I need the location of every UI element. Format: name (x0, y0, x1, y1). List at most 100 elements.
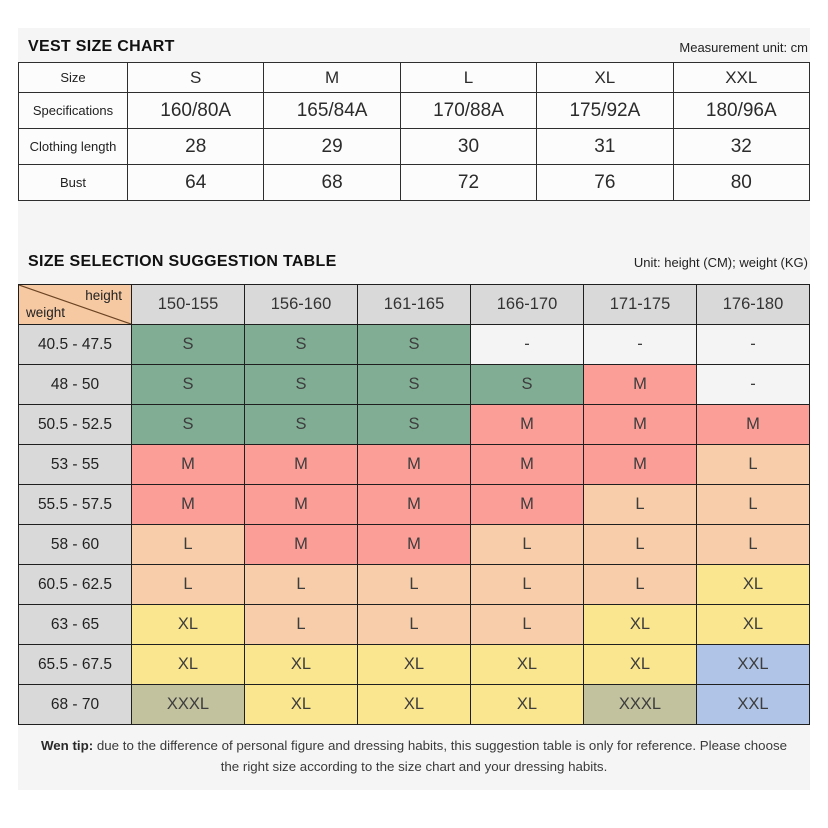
suggested-size-cell: XL (583, 644, 697, 685)
weight-range-label: 68 - 70 (18, 684, 132, 725)
suggested-size-cell: L (583, 484, 697, 525)
suggested-size-cell: XL (244, 644, 358, 685)
suggested-size-cell: - (696, 324, 810, 365)
size-chart-cell: 72 (399, 164, 538, 201)
suggested-size-cell: M (244, 444, 358, 485)
corner-height-weight-cell: height weight (18, 284, 132, 325)
suggested-size-cell: M (244, 484, 358, 525)
suggested-size-cell: M (470, 484, 584, 525)
reference-tip: Wen tip: due to the difference of person… (18, 736, 810, 777)
suggested-size-cell: M (131, 444, 245, 485)
size-chart-cell: M (263, 62, 401, 93)
suggestion-table-head-row: height weight 150-155 156-160 161-165 166-1… (18, 284, 810, 325)
suggestion-table-body: 40.5 - 47.5 S S S - - -48 - 50 S S S S M -50.5 - 52.… (18, 324, 810, 725)
size-chart-row: Clothing length 28 29 30 31 32 (18, 128, 811, 165)
suggested-size-cell: XL (470, 644, 584, 685)
weight-range-label: 50.5 - 52.5 (18, 404, 132, 445)
suggested-size-cell: L (696, 444, 810, 485)
suggested-size-cell: L (583, 524, 697, 565)
suggestion-row: 48 - 50 S S S S M - (18, 364, 810, 405)
vest-size-chart-title: VEST SIZE CHART (28, 38, 175, 55)
suggested-size-cell: XXL (696, 684, 810, 725)
weight-range-label: 58 - 60 (18, 524, 132, 565)
size-chart-cell: 68 (263, 164, 401, 201)
size-chart-cell: 28 (126, 128, 265, 165)
size-chart-row-label: Bust (18, 164, 128, 201)
suggested-size-cell: - (470, 324, 584, 365)
suggested-size-cell: M (583, 364, 697, 405)
suggestion-row: 60.5 - 62.5 L L L L L XL (18, 564, 810, 605)
size-chart-cell: L (399, 62, 538, 93)
weight-range-label: 60.5 - 62.5 (18, 564, 132, 605)
suggested-size-cell: S (244, 324, 358, 365)
size-chart-cell: 175/92A (536, 92, 674, 129)
suggested-size-cell: L (696, 524, 810, 565)
suggested-size-cell: L (470, 564, 584, 605)
size-chart-cell: 165/84A (263, 92, 401, 129)
suggested-size-cell: M (470, 444, 584, 485)
size-guide-panel: VEST SIZE CHART Measurement unit: cm Siz… (18, 28, 811, 790)
size-chart-row-label: Clothing length (18, 128, 128, 165)
size-chart-cell: 180/96A (672, 92, 811, 129)
size-chart-row: Specifications 160/80A 165/84A 170/88A 175/9… (18, 92, 811, 129)
weight-range-label: 63 - 65 (18, 604, 132, 645)
size-chart-row-label: Specifications (18, 92, 128, 129)
size-chart-row: Size S M L XL XXL (18, 62, 811, 93)
suggested-size-cell: L (357, 604, 471, 645)
size-chart-cell: 31 (536, 128, 674, 165)
weight-range-label: 40.5 - 47.5 (18, 324, 132, 365)
suggested-size-cell: L (244, 564, 358, 605)
suggestion-row: 58 - 60 L M M L L L (18, 524, 810, 565)
tip-label: Wen tip: (40, 738, 94, 753)
size-chart-cell: XXL (672, 62, 811, 93)
height-weight-unit-note: Unit: height (CM); weight (KG) (633, 255, 808, 270)
measurement-unit-note: Measurement unit: cm (679, 40, 808, 55)
weight-range-label: 55.5 - 57.5 (18, 484, 132, 525)
size-chart-cell: 76 (536, 164, 674, 201)
suggested-size-cell: L (470, 604, 584, 645)
suggestion-row: 40.5 - 47.5 S S S - - - (18, 324, 810, 365)
size-chart-cell: 80 (672, 164, 811, 201)
suggestion-row: 50.5 - 52.5 S S S M M M (18, 404, 810, 445)
suggested-size-cell: L (244, 604, 358, 645)
suggested-size-cell: XL (357, 684, 471, 725)
suggestion-table-header: SIZE SELECTION SUGGESTION TABLE Unit: he… (18, 247, 810, 277)
suggested-size-cell: M (583, 404, 697, 445)
height-range-header: 171-175 (583, 284, 697, 325)
suggestion-row: 68 - 70 XXXL XL XL XL XXXL XXL (18, 684, 810, 725)
suggested-size-cell: XL (357, 644, 471, 685)
suggested-size-cell: L (131, 524, 245, 565)
tip-text: due to the difference of personal figure… (96, 738, 788, 774)
suggested-size-cell: S (244, 364, 358, 405)
suggested-size-cell: L (696, 484, 810, 525)
size-chart-row: Bust 64 68 72 76 80 (18, 164, 811, 201)
suggested-size-cell: M (583, 444, 697, 485)
height-range-header: 156-160 (244, 284, 358, 325)
suggested-size-cell: M (244, 524, 358, 565)
weight-range-label: 48 - 50 (18, 364, 132, 405)
suggested-size-cell: L (357, 564, 471, 605)
suggested-size-cell: XXL (696, 644, 810, 685)
suggested-size-cell: S (470, 364, 584, 405)
suggestion-table: height weight 150-155 156-160 161-165 166-1… (18, 284, 810, 725)
size-chart-row-label: Size (18, 62, 128, 93)
height-range-header: 166-170 (470, 284, 584, 325)
suggestion-row: 65.5 - 67.5 XL XL XL XL XL XXL (18, 644, 810, 685)
diagonal-divider-line (19, 285, 131, 324)
suggested-size-cell: S (244, 404, 358, 445)
suggested-size-cell: XL (696, 604, 810, 645)
size-chart-cell: S (126, 62, 265, 93)
vest-size-table: Size S M L XL XXL Specifications 160/80A 165/84A… (18, 62, 811, 201)
vest-size-table-body: Size S M L XL XXL Specifications 160/80A 165/84A… (18, 62, 811, 201)
size-chart-cell: 64 (126, 164, 265, 201)
suggested-size-cell: S (357, 364, 471, 405)
suggestion-row: 53 - 55 M M M M M L (18, 444, 810, 485)
weight-range-label: 53 - 55 (18, 444, 132, 485)
suggested-size-cell: L (583, 564, 697, 605)
suggested-size-cell: - (696, 364, 810, 405)
suggested-size-cell: M (696, 404, 810, 445)
suggested-size-cell: M (357, 524, 471, 565)
height-range-header: 176-180 (696, 284, 810, 325)
corner-height-label: height (85, 288, 122, 303)
suggested-size-cell: S (131, 404, 245, 445)
